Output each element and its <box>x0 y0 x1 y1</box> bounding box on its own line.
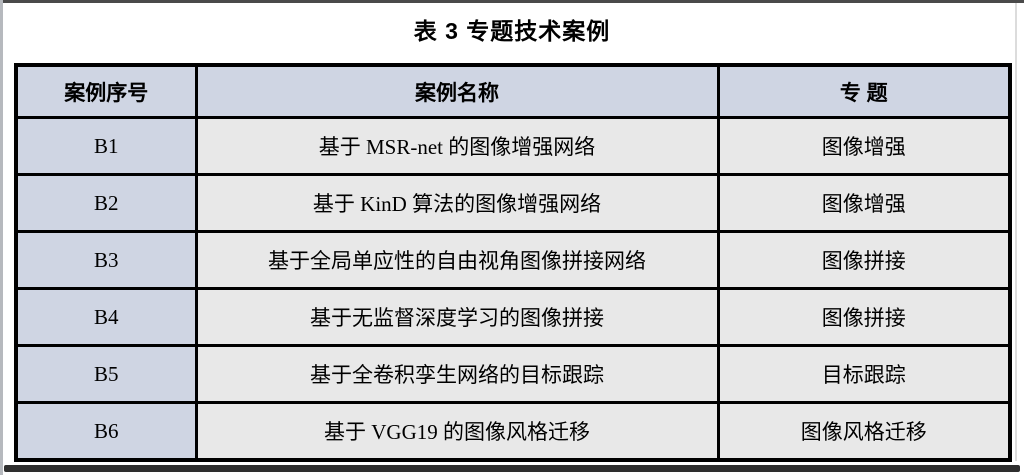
table-row: B1 基于 MSR-net 的图像增强网络 图像增强 <box>14 116 1012 176</box>
table-row: B6 基于 VGG19 的图像风格迁移 图像风格迁移 <box>14 401 1012 462</box>
cell-topic: 图像拼接 <box>716 230 1012 290</box>
column-header-topic: 专 题 <box>716 63 1012 119</box>
cell-topic: 图像拼接 <box>716 287 1012 347</box>
cell-case-name: 基于全卷积孪生网络的目标跟踪 <box>194 344 720 404</box>
cell-case-name: 基于 MSR-net 的图像增强网络 <box>194 116 720 176</box>
cell-topic: 图像增强 <box>716 173 1012 233</box>
table-row: B3 基于全局单应性的自由视角图像拼接网络 图像拼接 <box>14 230 1012 290</box>
page-edge-bottom <box>4 465 1020 472</box>
page-edge-left <box>0 0 3 475</box>
page-edge-top <box>0 0 1024 3</box>
cell-case-id: B6 <box>14 401 198 462</box>
table-row: B2 基于 KinD 算法的图像增强网络 图像增强 <box>14 173 1012 233</box>
cell-topic: 目标跟踪 <box>716 344 1012 404</box>
table-caption: 表 3 专题技术案例 <box>413 18 611 44</box>
page-edge-right <box>1015 3 1017 461</box>
cell-case-name: 基于全局单应性的自由视角图像拼接网络 <box>194 230 720 290</box>
table-row: B5 基于全卷积孪生网络的目标跟踪 目标跟踪 <box>14 344 1012 404</box>
cell-case-name: 基于 KinD 算法的图像增强网络 <box>194 173 720 233</box>
cell-topic: 图像增强 <box>716 116 1012 176</box>
cell-case-id: B5 <box>14 344 198 404</box>
cell-case-id: B3 <box>14 230 198 290</box>
cell-case-name: 基于无监督深度学习的图像拼接 <box>194 287 720 347</box>
cell-case-id: B4 <box>14 287 198 347</box>
case-table: 案例序号 案例名称 专 题 B1 基于 MSR-net 的图像增强网络 图像增强… <box>14 63 1012 462</box>
cell-case-name: 基于 VGG19 的图像风格迁移 <box>194 401 720 462</box>
table-header-row: 案例序号 案例名称 专 题 <box>14 63 1012 119</box>
column-header-case-name: 案例名称 <box>194 63 720 119</box>
cell-topic: 图像风格迁移 <box>716 401 1012 462</box>
cell-case-id: B2 <box>14 173 198 233</box>
column-header-case-id: 案例序号 <box>14 63 198 119</box>
cell-case-id: B1 <box>14 116 198 176</box>
table-row: B4 基于无监督深度学习的图像拼接 图像拼接 <box>14 287 1012 347</box>
